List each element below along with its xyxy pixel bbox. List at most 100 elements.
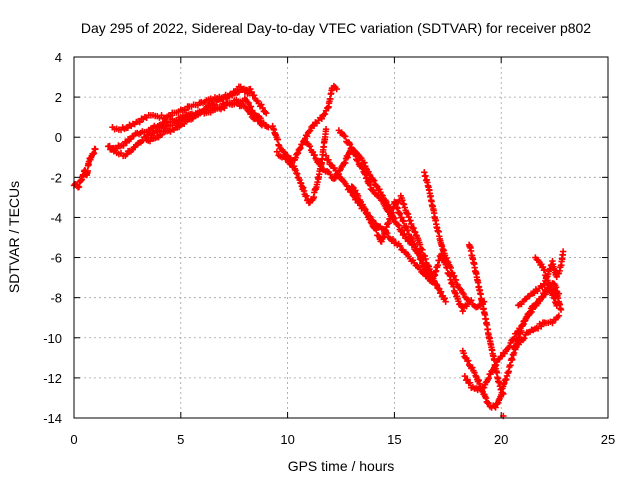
data-point — [410, 224, 417, 232]
y-axis-label: SDTVAR / TECUs — [6, 181, 22, 293]
data-point — [510, 336, 517, 343]
data-point — [521, 335, 528, 342]
data-point — [354, 192, 362, 200]
y-tick-label: 0 — [55, 130, 62, 145]
data-point — [495, 379, 503, 386]
data-point — [404, 210, 412, 218]
data-point — [325, 156, 332, 163]
data-point — [553, 302, 560, 309]
x-tick-label: 25 — [601, 432, 615, 447]
data-point — [321, 110, 329, 118]
data-point — [538, 323, 545, 330]
data-point — [250, 92, 258, 99]
data-point — [369, 176, 377, 183]
data-point — [441, 295, 448, 302]
data-point — [418, 256, 425, 264]
data-point — [389, 235, 397, 243]
data-point — [362, 171, 369, 178]
data-point — [294, 170, 301, 178]
data-point — [374, 232, 382, 239]
data-point — [407, 217, 414, 224]
data-point — [373, 226, 380, 234]
data-point — [92, 146, 99, 153]
data-point — [376, 186, 383, 193]
y-axis-ticks: -14 -12 -10 -8 -6 -4 -2 0 2 4 — [43, 50, 608, 426]
data-point — [393, 204, 401, 211]
data-point — [327, 171, 334, 178]
data-point — [194, 111, 202, 119]
data-point — [258, 101, 265, 108]
data-point — [404, 227, 412, 234]
data-point — [303, 192, 310, 199]
y-tick-label: -6 — [50, 251, 62, 266]
data-point — [322, 126, 330, 133]
data-point — [139, 137, 146, 145]
data-point — [363, 210, 370, 217]
x-axis-ticks: 0 5 10 15 20 25 — [70, 57, 615, 447]
x-axis-label: GPS time / hours — [288, 458, 395, 474]
data-point — [344, 154, 351, 161]
data-point — [361, 159, 368, 166]
data-point — [461, 372, 469, 380]
data-point — [399, 197, 406, 204]
data-point — [398, 226, 406, 234]
data-point — [518, 322, 525, 330]
data-point — [136, 118, 143, 126]
data-point — [361, 205, 368, 212]
data-point — [349, 146, 356, 154]
data-point — [485, 374, 492, 382]
data-point — [549, 319, 556, 327]
data-point — [392, 199, 399, 206]
data-point — [421, 252, 429, 260]
data-point — [296, 145, 303, 153]
data-point — [395, 222, 402, 229]
data-point — [394, 221, 401, 228]
plot-frame — [73, 56, 609, 419]
data-point — [475, 376, 482, 384]
data-point — [451, 272, 458, 280]
y-tick-label: 4 — [55, 50, 62, 65]
data-point — [158, 112, 165, 119]
data-point — [416, 241, 424, 248]
data-points — [70, 82, 567, 420]
data-point — [423, 266, 430, 274]
data-point — [322, 152, 330, 159]
y-tick-label: 2 — [55, 90, 62, 105]
data-point — [557, 306, 565, 313]
data-point — [492, 361, 500, 369]
x-tick-label: 20 — [494, 432, 508, 447]
data-point — [361, 169, 368, 177]
data-point — [182, 106, 190, 114]
data-point — [529, 305, 537, 313]
data-point — [342, 133, 349, 140]
data-point — [485, 399, 492, 407]
data-point — [394, 204, 401, 212]
data-point — [379, 197, 386, 205]
data-point — [294, 149, 302, 157]
grid-lines — [74, 57, 608, 418]
data-point — [419, 246, 426, 253]
data-point — [400, 218, 407, 225]
x-tick-label: 5 — [177, 432, 184, 447]
data-point — [363, 174, 371, 181]
data-point — [245, 89, 253, 97]
data-point — [460, 349, 467, 357]
data-point — [299, 141, 306, 148]
data-point — [465, 357, 472, 364]
data-point — [534, 300, 542, 307]
data-point — [259, 104, 266, 112]
data-point — [482, 394, 490, 402]
data-point — [303, 132, 311, 140]
data-point — [412, 242, 419, 250]
data-point — [511, 335, 518, 342]
data-point — [354, 157, 362, 164]
data-point — [460, 290, 467, 298]
data-point — [405, 213, 413, 221]
data-point — [327, 161, 335, 168]
data-point — [492, 404, 499, 411]
data-point — [469, 364, 476, 371]
data-point — [559, 248, 567, 255]
data-point — [318, 161, 325, 168]
data-point — [396, 242, 404, 250]
